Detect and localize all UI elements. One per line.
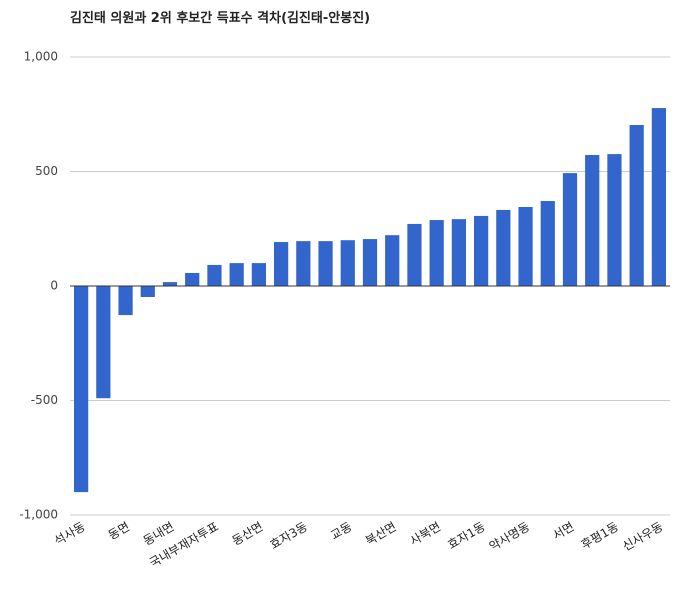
bar [251,263,266,286]
bar [496,209,511,286]
bar [407,223,422,286]
y-tick-label: 500 [35,164,58,178]
y-tick-label: 0 [50,279,58,293]
bar [362,239,378,286]
y-tick-label: -1,000 [19,508,58,522]
bar [207,264,222,286]
bar [540,201,555,286]
bar [451,219,466,286]
x-tick-label: 동면 [106,519,132,542]
x-tick-label: 약사명동 [486,519,532,554]
x-tick-label: 신사우동 [620,519,665,553]
bar [340,240,355,286]
bar [318,241,333,286]
bar [518,206,533,286]
y-tick-label: -500 [31,393,58,407]
bar [562,173,578,286]
bar [162,282,178,286]
bar [96,286,111,399]
bar [229,263,244,286]
bar [140,286,155,297]
bar [474,215,489,286]
bar [74,286,89,493]
bar [385,235,400,286]
x-tick-label: 서면 [550,519,576,542]
bar [585,155,600,286]
x-tick-label: 효자3동 [268,519,310,552]
bar [651,108,666,286]
x-tick-label: 교동 [328,519,354,542]
x-tick-label: 석사동 [52,519,88,548]
x-tick-label: 동산면 [230,519,266,548]
y-tick-label: 1,000 [24,50,58,64]
x-tick-label: 후평1동 [579,519,621,552]
bar [607,154,622,286]
x-tick-label: 사북면 [407,519,443,548]
chart-title: 김진태 의원과 2위 후보간 득표수 격차(김진태-안봉진) [70,10,370,26]
bar [429,220,444,286]
bar [118,286,133,316]
bar [274,242,289,286]
bar [296,241,311,286]
bar [629,125,644,286]
x-tick-label: 효자1동 [445,519,487,552]
bar [185,272,200,286]
x-tick-label: 북산면 [363,519,399,548]
